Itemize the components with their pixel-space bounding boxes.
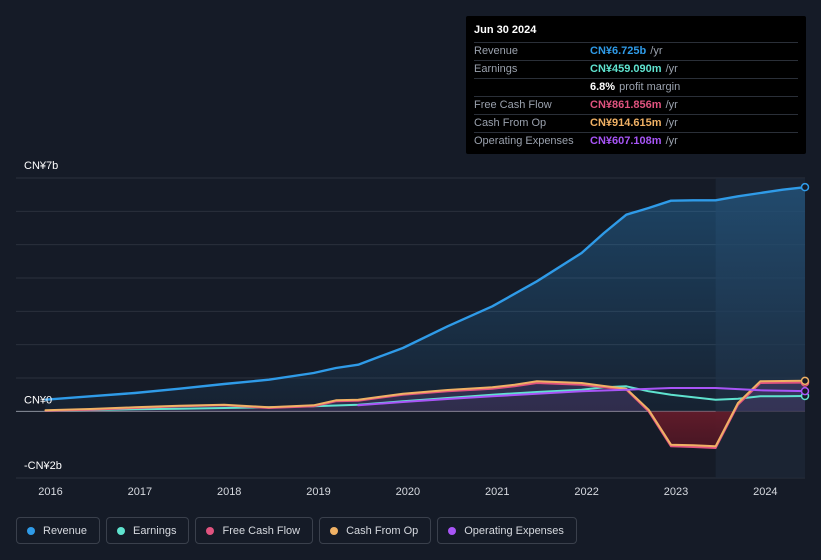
x-tick-labels: 2016 2017 2018 2019 2020 2021 2022 2023 2024 <box>38 486 777 498</box>
tooltip-row: Free Cash Flow CN¥861.856m/yr <box>474 97 798 115</box>
legend-dot-icon <box>330 526 339 535</box>
x-tick-label: 2016 <box>38 486 62 498</box>
legend-item-revenue[interactable]: Revenue <box>16 517 101 544</box>
free-cash-flow-negative-area <box>648 411 735 448</box>
legend-label: Earnings <box>133 524 177 537</box>
operating-expenses-line <box>357 387 806 407</box>
tooltip-row: Earnings CN¥459.090m/yr <box>474 61 798 79</box>
x-tick-label: 2018 <box>217 486 241 498</box>
x-tick-label: 2019 <box>306 486 330 498</box>
legend-dot-icon <box>206 526 215 535</box>
tooltip-label: Earnings <box>474 63 518 75</box>
legend-dot-icon <box>27 526 35 535</box>
revenue-end-point <box>800 182 810 192</box>
tooltip-row: Revenue CN¥6.725b/yr <box>474 43 798 61</box>
x-tick-label: 2023 <box>664 486 688 498</box>
tooltip-row: Cash From Op CN¥914.615m/yr <box>474 115 798 133</box>
y-tick-label: CN¥0 <box>24 394 52 406</box>
legend-dot-icon <box>117 526 126 535</box>
cash-from-op-line <box>44 379 806 448</box>
tooltip-value: 6.8% <box>590 81 616 93</box>
x-tick-label: 2020 <box>396 486 420 498</box>
tooltip-value: CN¥607.108m <box>590 135 662 147</box>
legend-label: Revenue <box>43 524 88 537</box>
tooltip-label: Free Cash Flow <box>474 99 552 111</box>
x-tick-label: 2024 <box>753 486 777 498</box>
legend-item-operating-expenses[interactable]: Operating Expenses <box>437 517 577 544</box>
tooltip-label <box>474 79 590 96</box>
tooltip-value: CN¥914.615m <box>590 117 662 129</box>
tooltip-rows: Revenue CN¥6.725b/yr Earnings CN¥459.090m/y… <box>474 43 798 150</box>
free-cash-flow-area <box>45 382 805 448</box>
tooltip-unit: /yr <box>665 63 678 75</box>
tooltip-label: Revenue <box>474 45 519 57</box>
operating-expenses-end-point <box>800 386 810 396</box>
legend-item-earnings[interactable]: Earnings <box>106 517 190 544</box>
tooltip-row: 6.8% profit margin <box>474 79 798 97</box>
revenue-area <box>45 187 805 412</box>
legend-dot-icon <box>448 526 457 535</box>
tooltip-row: Operating Expenses CN¥607.108m/yr <box>474 133 798 150</box>
tooltip-label: Operating Expenses <box>474 135 574 147</box>
x-tick-label: 2022 <box>574 486 598 498</box>
x-tick-label: 2017 <box>128 486 152 498</box>
series-lines <box>44 186 807 449</box>
tooltip-label: Cash From Op <box>474 117 547 129</box>
y-tick-label: CN¥7b <box>24 160 58 172</box>
y-tick-label: -CN¥2b <box>24 460 62 472</box>
tooltip-value: CN¥459.090m <box>590 63 662 75</box>
legend-item-free-cash-flow[interactable]: Free Cash Flow <box>195 517 314 544</box>
series-end-dots <box>800 182 810 401</box>
tooltip: Jun 30 2024 Revenue CN¥6.725b/yr Earnings C… <box>466 16 806 154</box>
x-tick-label: 2021 <box>485 486 509 498</box>
tooltip-value: CN¥861.856m <box>590 99 662 111</box>
legend-label: Free Cash Flow <box>222 524 301 537</box>
y-tick-labels: CN¥7b CN¥0 -CN¥2b <box>24 160 62 472</box>
revenue-line <box>44 186 807 401</box>
legend-item-cash-from-op[interactable]: Cash From Op <box>319 517 432 544</box>
tooltip-date: Jun 30 2024 <box>474 23 798 43</box>
tooltip-unit: /yr <box>665 99 678 111</box>
legend: Revenue Earnings Free Cash Flow Cash From O… <box>16 517 577 544</box>
tooltip-value: CN¥6.725b <box>590 45 647 57</box>
legend-label: Cash From Op <box>346 524 419 537</box>
earnings-line <box>44 385 806 412</box>
tooltip-unit: /yr <box>665 135 678 147</box>
tooltip-unit: profit margin <box>619 81 681 93</box>
legend-label: Operating Expenses <box>464 524 564 537</box>
series-areas <box>45 187 805 448</box>
tooltip-unit: /yr <box>650 45 663 57</box>
tooltip-unit: /yr <box>665 117 678 129</box>
cash-from-op-end-point <box>800 376 810 386</box>
